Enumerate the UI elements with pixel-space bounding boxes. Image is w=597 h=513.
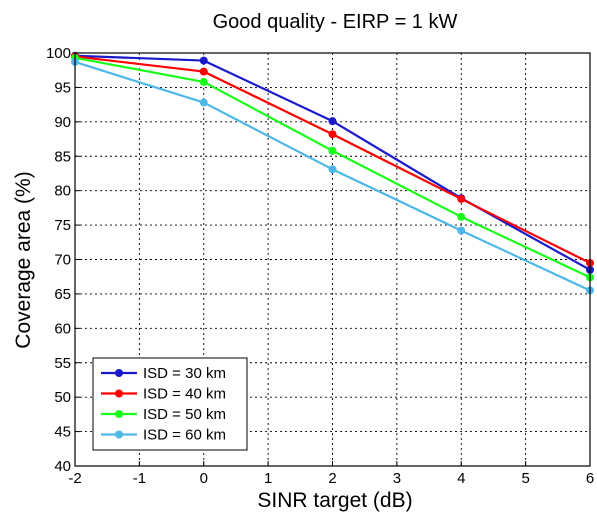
x-tick-label: 0 <box>200 470 208 487</box>
data-point <box>328 146 337 155</box>
y-tick-label: 65 <box>54 286 71 303</box>
y-axis-label: Coverage area (%) <box>12 171 35 348</box>
series-layer <box>71 51 594 295</box>
data-point <box>457 212 466 221</box>
data-point <box>457 194 466 203</box>
y-tick-label: 60 <box>54 320 71 337</box>
y-tick-label: 70 <box>54 252 71 269</box>
legend-item: ISD = 50 km <box>101 406 226 423</box>
data-point <box>328 165 337 174</box>
data-point <box>199 77 208 86</box>
y-tick-label: 100 <box>46 45 71 62</box>
x-tick-label: 2 <box>328 470 336 487</box>
data-point <box>199 67 208 76</box>
y-tick-label: 85 <box>54 148 71 165</box>
legend-label: ISD = 50 km <box>143 406 226 423</box>
data-point <box>199 56 208 65</box>
legend-swatch-marker <box>115 389 123 398</box>
x-tick-label: 3 <box>393 470 401 487</box>
legend-swatch-marker <box>115 369 123 377</box>
series-3 <box>71 53 594 282</box>
y-tick-label: 90 <box>54 114 71 131</box>
legend-item: ISD = 30 km <box>101 365 226 382</box>
x-tick-label: -2 <box>68 470 81 487</box>
series-4 <box>71 57 594 295</box>
data-point <box>457 226 466 235</box>
data-point <box>328 130 337 139</box>
y-tick-label: 80 <box>54 183 71 200</box>
legend-label: ISD = 40 km <box>143 386 226 403</box>
x-tick-label: 6 <box>586 470 594 487</box>
y-tick-label: 95 <box>54 79 71 96</box>
y-tick-label: 55 <box>54 355 71 372</box>
x-tick-label: 1 <box>264 470 272 487</box>
legend-label: ISD = 30 km <box>143 365 226 382</box>
y-tick-label: 75 <box>54 217 71 234</box>
data-point <box>199 98 208 107</box>
x-tick-label: -1 <box>133 470 146 487</box>
x-axis-label: SINR target (dB) <box>257 489 412 512</box>
legend: ISD = 30 km ISD = 40 km ISD = 50 km ISD = 6… <box>92 357 248 451</box>
data-point <box>328 117 337 126</box>
legend-label: ISD = 60 km <box>143 427 226 444</box>
y-tick-label: 45 <box>54 424 71 441</box>
y-tick-label: 40 <box>54 458 71 475</box>
chart-title: Good quality - EIRP = 1 kW <box>213 11 458 33</box>
x-tick-label: 5 <box>521 470 529 487</box>
legend-swatch-marker <box>115 430 123 439</box>
y-tick-label: 50 <box>54 389 71 406</box>
legend-swatch-marker <box>115 410 123 418</box>
legend-item: ISD = 60 km <box>101 427 226 444</box>
x-tick-label: 4 <box>457 470 465 487</box>
legend-item: ISD = 40 km <box>101 386 226 403</box>
